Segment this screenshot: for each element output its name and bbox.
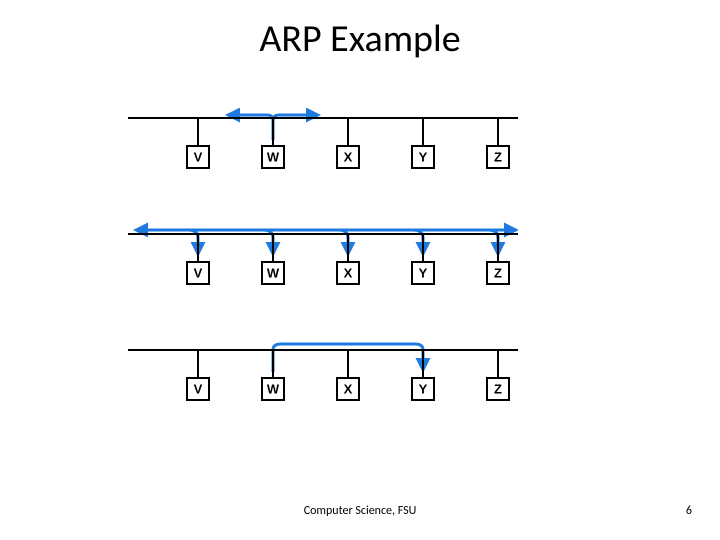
svg-text:Z: Z bbox=[494, 381, 502, 396]
svg-text:V: V bbox=[194, 265, 203, 280]
arp-diagram: V W X Y Z V W X Y Z V W X Y Z bbox=[128, 108, 518, 438]
svg-text:Y: Y bbox=[419, 149, 428, 164]
svg-text:X: X bbox=[344, 265, 353, 280]
svg-text:Z: Z bbox=[494, 265, 502, 280]
page-number: 6 bbox=[686, 504, 692, 518]
svg-text:W: W bbox=[267, 149, 280, 164]
svg-text:V: V bbox=[194, 149, 203, 164]
svg-text:Y: Y bbox=[419, 381, 428, 396]
svg-text:V: V bbox=[194, 381, 203, 396]
svg-text:Z: Z bbox=[494, 149, 502, 164]
svg-text:X: X bbox=[344, 149, 353, 164]
footer-text: Computer Science, FSU bbox=[0, 504, 720, 518]
svg-text:W: W bbox=[267, 265, 280, 280]
svg-text:W: W bbox=[267, 381, 280, 396]
svg-text:X: X bbox=[344, 381, 353, 396]
slide-title: ARP Example bbox=[0, 16, 720, 62]
svg-text:Y: Y bbox=[419, 265, 428, 280]
